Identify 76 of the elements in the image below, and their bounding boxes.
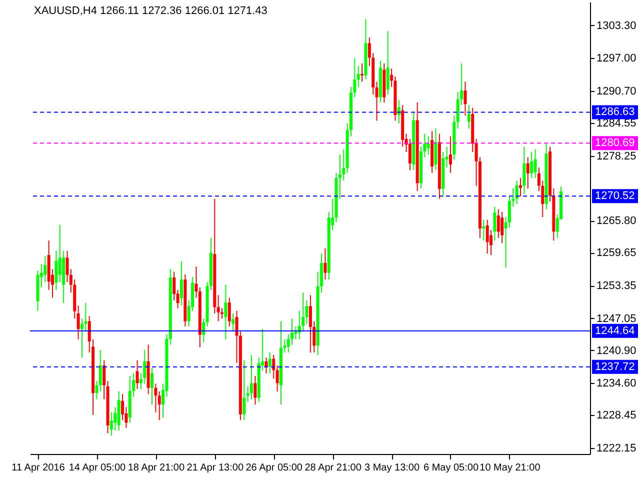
candlestick <box>95 380 98 400</box>
candlestick <box>324 248 327 280</box>
candlestick <box>515 180 518 205</box>
candlestick <box>264 357 268 374</box>
candlestick <box>172 271 176 301</box>
candlestick <box>268 352 272 374</box>
y-tick-label: 1228.45 <box>596 410 636 422</box>
candlestick <box>158 391 161 421</box>
candlestick <box>154 383 158 413</box>
ref-line-label: 1280.69 <box>595 137 635 150</box>
x-tick-label: 3 May 13:00 <box>364 462 420 474</box>
x-tick-label: 18 Apr 21:00 <box>128 462 185 474</box>
candlestick <box>305 300 308 324</box>
candlestick <box>272 354 276 379</box>
candlestick <box>276 364 279 392</box>
candlestick <box>254 375 257 406</box>
candlestick <box>242 360 246 421</box>
candlestick <box>467 104 470 130</box>
candlestick <box>136 360 139 390</box>
candlestick <box>102 360 106 400</box>
candlestick <box>194 266 198 298</box>
y-tick-label: 1278.25 <box>596 150 636 162</box>
candlestick <box>150 368 154 406</box>
y-tick-label: 1265.80 <box>596 215 636 228</box>
x-tick-label: 6 May 05:00 <box>423 462 479 474</box>
candlestick <box>250 354 253 400</box>
candlestick <box>356 66 360 88</box>
candlestick <box>180 260 183 306</box>
candlestick <box>519 178 522 197</box>
y-tick-label: 1259.65 <box>596 247 636 260</box>
candlestick <box>448 136 452 174</box>
candlestick <box>98 349 102 392</box>
y-tick-label: 1253.35 <box>596 280 636 292</box>
candlestick <box>224 284 228 340</box>
candlestick <box>522 146 526 194</box>
candlestick <box>58 224 62 283</box>
candlestick <box>434 128 438 171</box>
candlestick <box>386 30 390 96</box>
candlestick <box>66 250 69 283</box>
y-tick-label: 1222.15 <box>596 442 636 455</box>
candlestick <box>534 148 537 179</box>
candlestick <box>216 294 220 322</box>
y-tick-label: 1297.00 <box>596 52 636 65</box>
candlestick <box>308 294 312 353</box>
y-tick-label: 1290.70 <box>596 86 636 98</box>
ref-line-label: 1237.72 <box>595 360 635 373</box>
candlestick <box>493 206 496 241</box>
y-tick-label: 1247.05 <box>596 312 636 325</box>
ref-line-label: 1286.63 <box>595 106 635 118</box>
x-tick-label: 14 Apr 05:00 <box>68 462 126 474</box>
x-tick-label: 11 Apr 2016 <box>12 462 66 474</box>
candlestick <box>54 250 58 290</box>
candlestick <box>486 219 489 254</box>
candlestick <box>464 81 467 116</box>
candlestick <box>530 151 534 179</box>
candlestick <box>202 318 206 343</box>
candlestick <box>232 312 235 332</box>
candlestick <box>360 62 364 82</box>
y-tick-label: 1284.55 <box>596 118 636 130</box>
candlestick <box>76 305 80 340</box>
candlestick <box>228 297 231 327</box>
y-tick-label: 1240.90 <box>596 344 636 357</box>
candlestick <box>500 211 504 244</box>
candlestick <box>375 81 378 122</box>
ref-line-label: 1270.52 <box>595 190 635 202</box>
candlestick <box>482 219 486 241</box>
y-tick-label: 1234.60 <box>596 378 636 390</box>
x-tick-label: 28 Apr 21:00 <box>304 462 362 474</box>
ref-line-label: 1244.64 <box>595 324 635 337</box>
chart-title: XAUUSD,H4 1266.11 1272.36 1266.01 1271.43 <box>34 5 268 17</box>
x-tick-label: 26 Apr 05:00 <box>246 462 303 474</box>
candlestick <box>526 156 530 189</box>
x-tick-label: 21 Apr 13:00 <box>186 462 244 474</box>
x-tick-label: 10 May 21:00 <box>480 462 541 474</box>
candlestick <box>426 136 430 156</box>
y-tick-label: 1303.30 <box>596 20 636 32</box>
